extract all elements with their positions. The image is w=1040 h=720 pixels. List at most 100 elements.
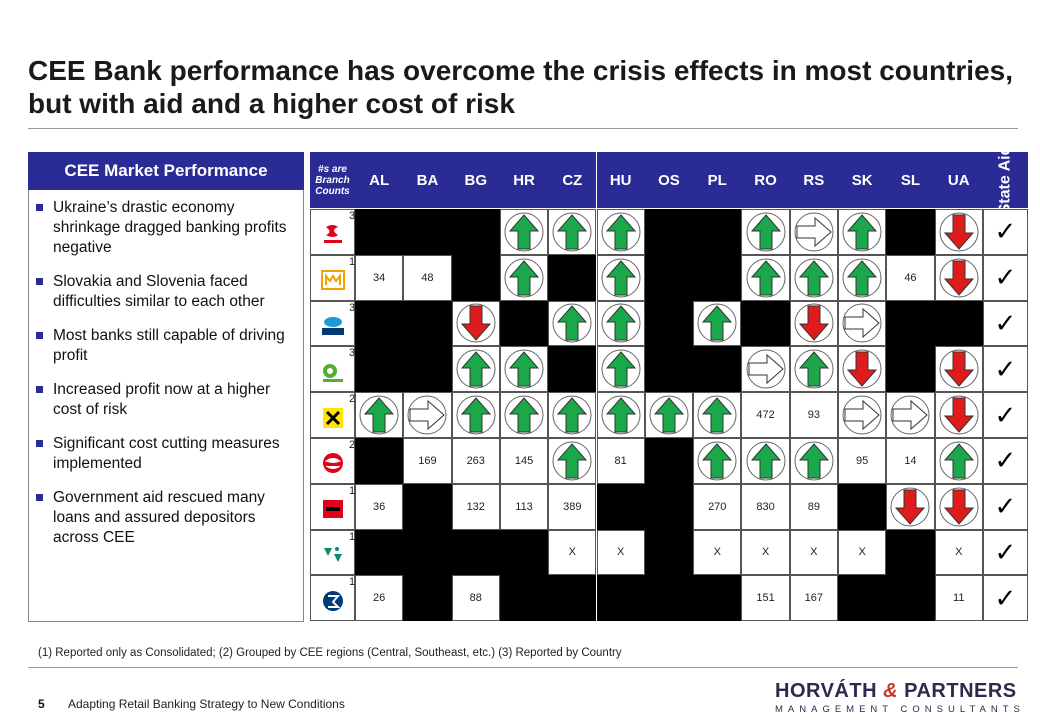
column-header-ro-text: RO bbox=[754, 171, 777, 189]
arrow-up-icon bbox=[745, 212, 787, 252]
bank-logo-cell bbox=[310, 575, 355, 622]
cell-trend-sk bbox=[838, 209, 887, 255]
cell-trend-pl bbox=[693, 392, 742, 438]
arrow-down-icon bbox=[938, 258, 980, 298]
cell-trend-ro bbox=[741, 254, 790, 301]
bank-logo-cell bbox=[310, 254, 355, 301]
brand-name-1: HORVÁTH bbox=[775, 680, 878, 702]
cell-branch-count-ro: 151 bbox=[741, 575, 790, 622]
cell-trend-ua bbox=[934, 209, 983, 255]
arrow-down-icon bbox=[938, 349, 980, 389]
corner-header-text: #s are Branch Counts bbox=[315, 163, 350, 197]
cell-not-present-bg bbox=[451, 254, 500, 301]
cell-trend-rs bbox=[789, 300, 838, 347]
cell-trend-bg bbox=[451, 300, 500, 347]
arrow-up-icon bbox=[745, 258, 787, 298]
cell-not-present-os bbox=[644, 346, 694, 393]
cell-branch-count-hr: 113 bbox=[499, 483, 549, 530]
arrow-down-icon bbox=[938, 395, 980, 435]
cell-not-present-ba bbox=[403, 346, 452, 393]
cell-not-present-sl bbox=[886, 346, 935, 393]
cell-not-present-hr bbox=[499, 300, 549, 347]
arrow-down-icon bbox=[793, 303, 835, 343]
state-aid-check-icon: ✓ bbox=[982, 438, 1028, 484]
cell-not-present-cz bbox=[548, 254, 597, 301]
footnote-marker: 1 bbox=[349, 484, 356, 497]
cell-trend-hr bbox=[499, 254, 549, 301]
brand-tagline: MANAGEMENT CONSULTANTS bbox=[775, 704, 1025, 715]
kbc-logo-icon bbox=[320, 315, 346, 340]
cell-trend-ua bbox=[934, 392, 983, 438]
cell-trend-bg bbox=[451, 346, 500, 393]
cell-branch-count-ua: 11 bbox=[934, 575, 983, 622]
cell-branch-count-ro: 830 bbox=[741, 483, 790, 530]
cell-trend-al bbox=[355, 392, 404, 438]
arrow-down-icon bbox=[455, 303, 497, 343]
cell-trend-pl bbox=[693, 300, 742, 347]
bank-logo-cell bbox=[310, 483, 355, 530]
arrow-up-icon bbox=[551, 303, 593, 343]
erste-logo-icon bbox=[320, 223, 346, 248]
cell-not-present-sl bbox=[886, 529, 935, 576]
column-header-ba: BA bbox=[403, 152, 452, 208]
bank-logo-cell bbox=[310, 438, 355, 484]
cell-branch-count-rs: 89 bbox=[789, 483, 838, 530]
state-aid-check-icon: ✓ bbox=[982, 254, 1028, 301]
cell-not-present-sl bbox=[886, 575, 935, 622]
column-header-sl: SL bbox=[886, 152, 935, 208]
arrow-up-icon bbox=[696, 395, 738, 435]
column-header-hu-text: HU bbox=[609, 171, 632, 189]
arrow-up-icon bbox=[793, 349, 835, 389]
state-aid-check-icon: ✓ bbox=[982, 392, 1028, 438]
arrow-down-icon bbox=[938, 487, 980, 527]
arrow-right-icon bbox=[841, 395, 883, 435]
brand-ampersand: & bbox=[883, 680, 899, 702]
cell-trend-rs bbox=[789, 209, 838, 255]
cell-branch-count-ro: X bbox=[741, 529, 790, 576]
cell-not-present-ba bbox=[403, 575, 452, 622]
corner-header: #s are Branch Counts bbox=[310, 152, 355, 208]
footnote-marker: 2 bbox=[349, 393, 356, 406]
arrow-up-icon bbox=[696, 441, 738, 481]
bullet-list: Ukraine’s drastic economy shrinkage drag… bbox=[34, 198, 296, 562]
footnote-marker: 2 bbox=[349, 439, 356, 451]
cell-branch-count-sl: 46 bbox=[886, 254, 935, 301]
footnote: (1) Reported only as Consolidated; (2) G… bbox=[38, 647, 622, 659]
cell-not-present-os bbox=[644, 529, 694, 576]
cell-not-present-ba bbox=[403, 483, 452, 530]
column-header-bg-text: BG bbox=[464, 171, 487, 189]
footnote-marker: 1 bbox=[349, 255, 356, 268]
state-aid-check-icon: ✓ bbox=[982, 300, 1028, 347]
state-aid-check-icon: ✓ bbox=[982, 209, 1028, 255]
cell-trend-hr bbox=[499, 209, 549, 255]
cell-trend-ro bbox=[741, 209, 790, 255]
column-header-pl-text: PL bbox=[707, 171, 727, 189]
bullet-item: Ukraine’s drastic economy shrinkage drag… bbox=[34, 198, 296, 258]
bullet-item: Government aid rescued many loans and as… bbox=[34, 488, 296, 548]
cell-trend-rs bbox=[789, 438, 838, 484]
cell-not-present-sl bbox=[886, 209, 935, 255]
cell-not-present-cz bbox=[548, 575, 597, 622]
column-header-ua: UA bbox=[934, 152, 983, 208]
arrow-up-icon bbox=[600, 303, 642, 343]
cell-trend-sk bbox=[838, 346, 887, 393]
arrow-up-icon bbox=[503, 212, 545, 252]
state-aid-check-icon: ✓ bbox=[982, 575, 1028, 622]
column-header-pl: PL bbox=[693, 152, 742, 208]
arrow-right-icon bbox=[793, 212, 835, 252]
cell-trend-hu bbox=[596, 392, 645, 438]
arrow-up-icon bbox=[841, 258, 883, 298]
state-aid-check-icon: ✓ bbox=[982, 346, 1028, 393]
intesa-logo-icon bbox=[320, 498, 346, 523]
cell-branch-count-cz: X bbox=[548, 529, 597, 576]
cell-trend-ua bbox=[934, 438, 983, 484]
arrow-up-icon bbox=[696, 303, 738, 343]
bank-logo-cell bbox=[310, 300, 355, 347]
bullet-item: Increased profit now at a higher cost of… bbox=[34, 380, 296, 420]
cell-branch-count-pl: 270 bbox=[693, 483, 742, 530]
footnote-marker: 3 bbox=[349, 301, 356, 314]
cell-trend-sl bbox=[886, 483, 935, 530]
arrow-right-icon bbox=[841, 303, 883, 343]
footer-caption: Adapting Retail Banking Strategy to New … bbox=[68, 697, 345, 711]
column-header-rs-text: RS bbox=[803, 171, 825, 189]
